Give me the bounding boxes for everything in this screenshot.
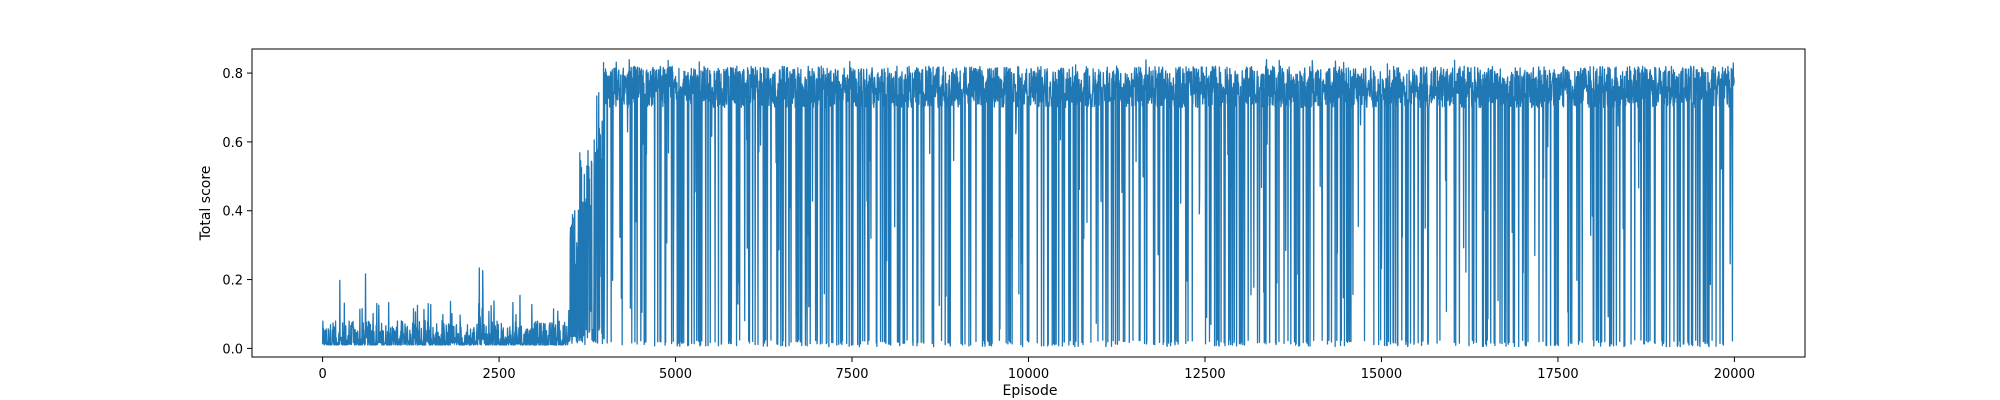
y-tick-label: 0.8 <box>222 67 243 82</box>
x-tick-label: 0 <box>318 367 326 382</box>
y-tick-label: 0.4 <box>222 205 243 220</box>
x-tick-label: 15000 <box>1361 367 1402 382</box>
x-tick-label: 17500 <box>1537 367 1578 382</box>
y-axis-label: Total score <box>198 166 214 242</box>
series-line <box>321 59 1735 348</box>
x-tick-label: 20000 <box>1714 367 1755 382</box>
plot-area <box>321 59 1735 348</box>
x-tick-label: 12500 <box>1184 367 1225 382</box>
x-tick-label: 2500 <box>483 367 516 382</box>
x-tick-label: 5000 <box>659 367 692 382</box>
x-axis-label: Episode <box>1003 383 1058 399</box>
y-tick-label: 0.2 <box>222 274 243 289</box>
y-tick-label: 0.6 <box>222 136 243 151</box>
axes: 0 2500 5000 7500 10000 12500 15000 17500 20000 0.… <box>222 48 1806 382</box>
y-tick-label: 0.0 <box>222 342 243 357</box>
x-tick-label: 7500 <box>835 367 868 382</box>
x-tick-label: 10000 <box>1008 367 1049 382</box>
